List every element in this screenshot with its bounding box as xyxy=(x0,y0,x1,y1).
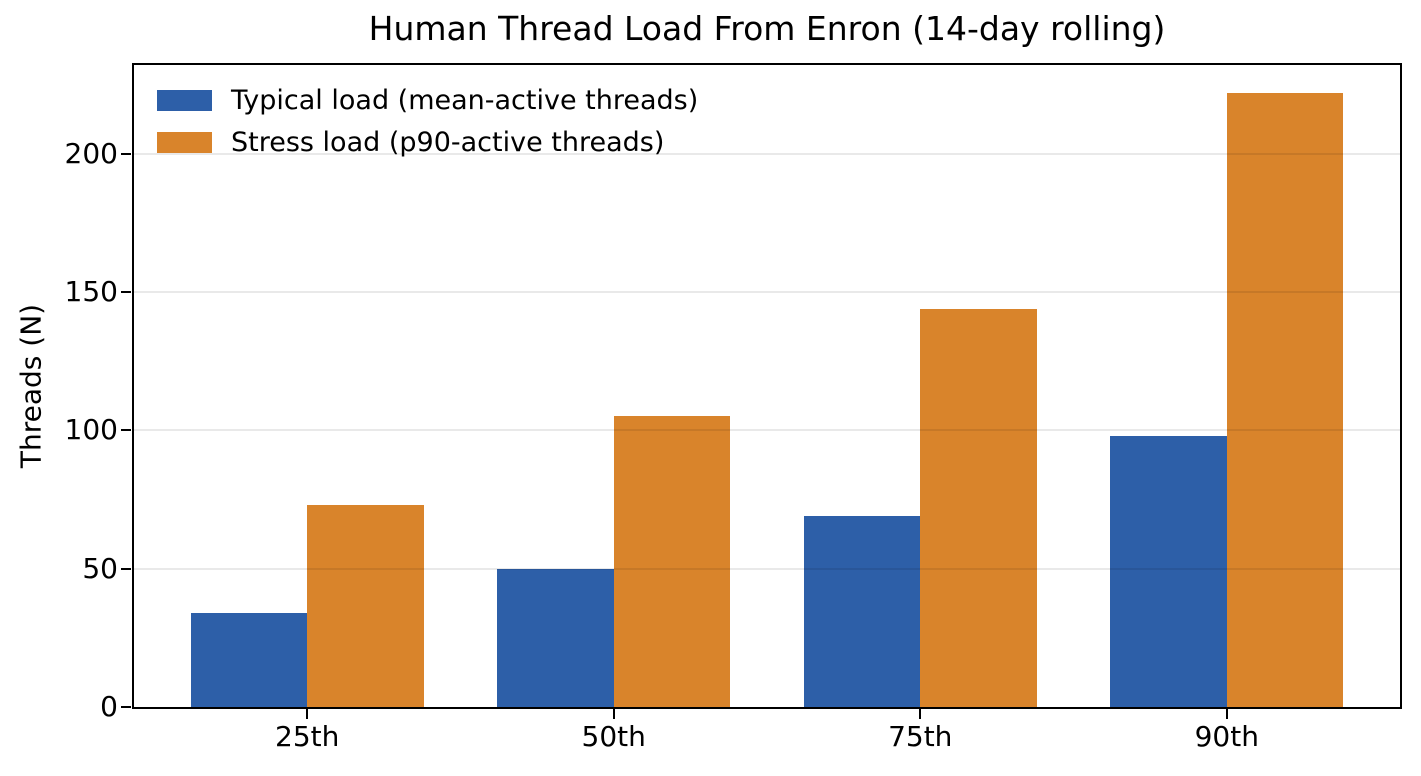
legend: Typical load (mean-active threads) Stres… xyxy=(157,79,698,163)
x-tick-mark-75th xyxy=(919,709,922,719)
x-tick-mark-25th xyxy=(306,709,309,719)
bar-90th-stress-load xyxy=(1226,92,1344,707)
x-tick-mark-90th xyxy=(1225,709,1228,719)
bar-25th-stress-load xyxy=(307,505,424,707)
bar-75th-typical-load xyxy=(803,516,921,707)
y-tick-mark-150 xyxy=(121,290,131,293)
y-tick-mark-50 xyxy=(121,567,131,570)
legend-label-typical-load: Typical load (mean-active threads) xyxy=(231,84,699,116)
y-tick-mark-100 xyxy=(121,429,131,432)
y-tick-label-0: 0 xyxy=(100,690,118,723)
x-tick-mark-50th xyxy=(612,709,615,719)
legend-swatch-typical-load xyxy=(157,89,212,111)
gridline-150 xyxy=(134,290,1400,293)
x-tick-label-50th: 50th xyxy=(581,720,646,753)
x-tick-label-25th: 25th xyxy=(275,720,340,753)
y-tick-label-100: 100 xyxy=(64,413,118,447)
bar-25th-typical-load xyxy=(190,612,308,707)
y-tick-label-200: 200 xyxy=(64,136,118,170)
y-tick-mark-200 xyxy=(121,152,131,155)
bar-50th-stress-load xyxy=(613,416,731,707)
x-tick-label-75th: 75th xyxy=(888,720,953,753)
x-tick-label-90th: 90th xyxy=(1194,720,1259,753)
legend-swatch-stress-load xyxy=(157,131,212,153)
bar-90th-typical-load xyxy=(1110,435,1227,707)
y-tick-mark-0 xyxy=(121,706,131,708)
y-tick-label-50: 50 xyxy=(82,551,118,585)
legend-label-stress-load: Stress load (p90-active threads) xyxy=(231,126,665,158)
gridline-100 xyxy=(134,429,1400,432)
chart-title: Human Thread Load From Enron (14-day rol… xyxy=(368,9,1166,48)
y-tick-label-150: 150 xyxy=(64,274,118,308)
bar-50th-typical-load xyxy=(497,568,614,707)
plot-area: Typical load (mean-active threads) Stres… xyxy=(132,63,1402,709)
legend-item-stress-load: Stress load (p90-active threads) xyxy=(157,121,698,163)
bar-75th-stress-load xyxy=(920,308,1037,707)
legend-item-typical-load: Typical load (mean-active threads) xyxy=(157,79,698,121)
